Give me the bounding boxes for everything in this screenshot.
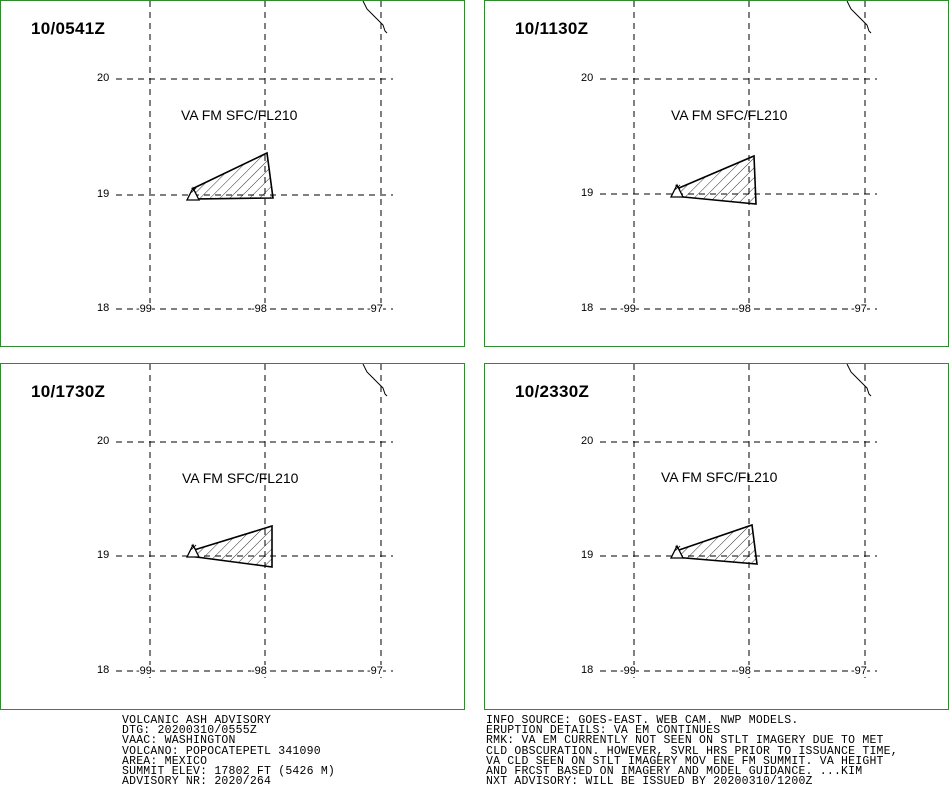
va-height-label: VA FM SFC/FL210 xyxy=(671,107,788,123)
advisory-right-line: VA CLD SEEN ON STLT IMAGERY MOV ENE FM S… xyxy=(486,754,884,768)
volcano-icon xyxy=(185,543,201,558)
longitude-label: -97 xyxy=(367,303,383,315)
advisory-left-line: ADVISORY NR: 2020/264 xyxy=(122,775,272,789)
ash-cloud-polygon xyxy=(187,151,274,200)
volcano-summit-marker: × xyxy=(674,183,682,193)
map-panel-4: × 10/2330Z VA FM SFC/FL210 20 19 18 -99 -98 -97 xyxy=(484,363,949,710)
latitude-label: 18 xyxy=(97,302,110,314)
advisory-right-line: CLD OBSCURATION. HOWEVER, SVRL HRS PRIOR… xyxy=(486,744,898,758)
advisory-right-line: AND FRCST BASED ON IMAGERY AND MODEL GUI… xyxy=(486,764,863,778)
panel-time-label: 10/1130Z xyxy=(515,19,589,38)
map-canvas: × xyxy=(600,364,877,682)
advisory-right-line: RMK: VA EM CURRENTLY NOT SEEN ON STLT IM… xyxy=(486,734,884,748)
va-height-label: VA FM SFC/FL210 xyxy=(181,107,298,123)
ash-cloud-polygon xyxy=(671,154,757,205)
latitude-label: 19 xyxy=(97,188,110,200)
advisory-left-line: VAAC: WASHINGTON xyxy=(122,734,236,748)
longitude-label: -98 xyxy=(251,303,267,315)
va-height-label: VA FM SFC/FL210 xyxy=(661,469,778,485)
panel-time-label: 10/2330Z xyxy=(515,382,590,401)
longitude-label: -98 xyxy=(251,665,267,677)
coastline xyxy=(846,364,872,397)
map-panel-1: × 10/0541Z VA FM SFC/FL210 20 19 18 -99 -98 -97 xyxy=(0,0,465,347)
latitude-label: 19 xyxy=(97,549,110,561)
ash-cloud-polygon xyxy=(187,524,273,568)
longitude-label: -97 xyxy=(851,303,867,315)
coastline xyxy=(362,364,388,397)
advisory-left-line: VOLCANIC ASH ADVISORY xyxy=(122,714,272,727)
latitude-label: 18 xyxy=(97,664,110,676)
advisory-left-line: SUMMIT ELEV: 17802 FT (5426 M) xyxy=(122,764,336,778)
advisory-right-line: NXT ADVISORY: WILL BE ISSUED BY 20200310… xyxy=(486,775,813,789)
latitude-label: 20 xyxy=(97,435,110,447)
latitude-label: 18 xyxy=(581,664,594,676)
latitude-label: 20 xyxy=(581,435,594,447)
va-height-label: VA FM SFC/FL210 xyxy=(182,470,299,486)
coastline xyxy=(362,1,388,34)
latitude-label: 19 xyxy=(581,549,594,561)
volcano-summit-marker: × xyxy=(190,186,198,196)
advisory-text-right: INFO SOURCE: GOES-EAST. WEB CAM. NWP MOD… xyxy=(486,714,898,789)
advisory-right-line: ERUPTION DETAILS: VA EM CONTINUES xyxy=(486,724,721,738)
latitude-label: 20 xyxy=(581,72,594,84)
coastline xyxy=(846,1,872,34)
map-canvas: × xyxy=(600,1,877,319)
volcano-summit-marker: × xyxy=(674,544,682,554)
latitude-label: 19 xyxy=(581,187,594,199)
advisory-left-line: DTG: 20200310/0555Z xyxy=(122,724,257,738)
longitude-label: -99 xyxy=(136,303,152,315)
panel-time-label: 10/1730Z xyxy=(31,382,106,401)
longitude-label: -97 xyxy=(851,665,867,677)
longitude-label: -98 xyxy=(735,303,751,315)
longitude-label: -99 xyxy=(136,665,152,677)
advisory-left-line: AREA: MEXICO xyxy=(122,754,208,768)
volcano-icon xyxy=(669,544,685,559)
longitude-label: -99 xyxy=(620,303,636,315)
map-panel-2: × 10/1130Z VA FM SFC/FL210 20 19 18 -99 -98 -97 xyxy=(484,0,949,347)
map-panel-3: × 10/1730Z VA FM SFC/FL210 20 19 18 -99 -98 -97 xyxy=(0,363,465,710)
longitude-label: -99 xyxy=(620,665,636,677)
longitude-label: -98 xyxy=(735,665,751,677)
longitude-label: -97 xyxy=(367,665,383,677)
map-canvas: × xyxy=(116,1,393,319)
map-canvas: × xyxy=(116,364,393,682)
latitude-label: 18 xyxy=(581,302,594,314)
latitude-label: 20 xyxy=(97,72,110,84)
volcano-icon xyxy=(185,186,201,201)
ash-cloud-polygon xyxy=(671,523,758,565)
panel-time-label: 10/0541Z xyxy=(31,19,106,38)
advisory-right-line: INFO SOURCE: GOES-EAST. WEB CAM. NWP MOD… xyxy=(486,714,799,727)
volcano-icon xyxy=(669,183,685,198)
advisory-text-left: VOLCANIC ASH ADVISORY DTG: 20200310/0555Z… xyxy=(122,714,336,789)
advisory-left-line: VOLCANO: POPOCATEPETL 341090 xyxy=(122,744,321,758)
volcano-summit-marker: × xyxy=(190,543,198,553)
